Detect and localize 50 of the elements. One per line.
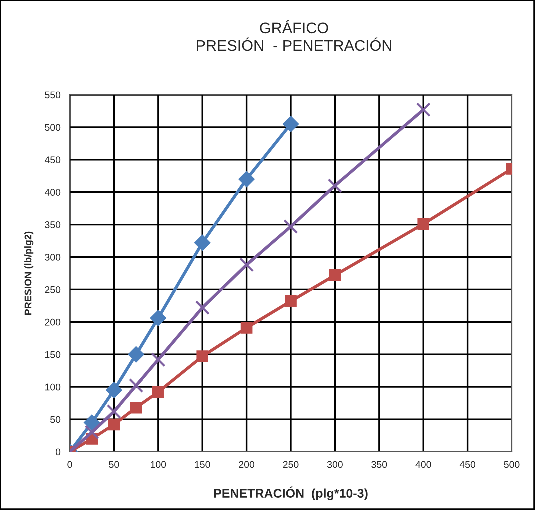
point (285, 296, 297, 308)
x-tick-label: 400 (416, 461, 432, 468)
point (128, 346, 145, 363)
point (196, 350, 209, 362)
point (329, 270, 342, 282)
point (328, 178, 342, 194)
point (240, 322, 253, 334)
y-tick-label: 250 (45, 286, 61, 294)
y-axis-title: PRESION (lb/plg2) (24, 232, 34, 315)
y-tick-label: 400 (44, 189, 61, 196)
y-tick-label: 150 (45, 351, 61, 358)
x-tick-label: 500 (504, 461, 520, 468)
point (284, 219, 298, 234)
point (108, 418, 120, 431)
x-tick-label: 100 (151, 461, 166, 468)
x-tick-label: 350 (372, 461, 388, 468)
y-tick-label: 550 (45, 92, 61, 99)
y-tick-label: 350 (45, 222, 61, 228)
y-tick-label: 500 (45, 124, 61, 132)
point (84, 414, 100, 431)
chart-title: GRÁFICO PRESIÓN - PENETRACIÓN (197, 20, 392, 52)
point (418, 218, 430, 230)
x-tick-label: 450 (460, 461, 476, 468)
x-tick-label: 0 (68, 461, 72, 468)
point (84, 425, 100, 440)
point (151, 352, 166, 368)
point (416, 102, 431, 118)
x-tick-label: 300 (327, 461, 343, 468)
point (238, 171, 256, 188)
point (130, 402, 142, 414)
point (106, 382, 122, 399)
x-tick-label: 50 (109, 461, 120, 468)
x-tick-label: 150 (195, 461, 210, 468)
y-tick-label: 450 (44, 156, 61, 164)
x-axis-title: PENETRACIÓN (plg*10-3) (214, 486, 368, 500)
y-tick-label: 300 (45, 254, 61, 261)
point (195, 300, 210, 316)
point (152, 386, 164, 398)
point (282, 116, 300, 132)
point (150, 310, 167, 326)
point (194, 234, 211, 252)
y-tick-label: 0 (56, 448, 61, 456)
point (129, 378, 144, 394)
y-tick-label: 50 (50, 416, 61, 424)
y-tick-label: 200 (45, 318, 61, 326)
point (106, 404, 122, 420)
x-tick-label: 250 (283, 461, 299, 468)
y-tick-label: 100 (45, 384, 61, 391)
x-tick-label: 200 (239, 461, 255, 468)
point (240, 258, 254, 272)
